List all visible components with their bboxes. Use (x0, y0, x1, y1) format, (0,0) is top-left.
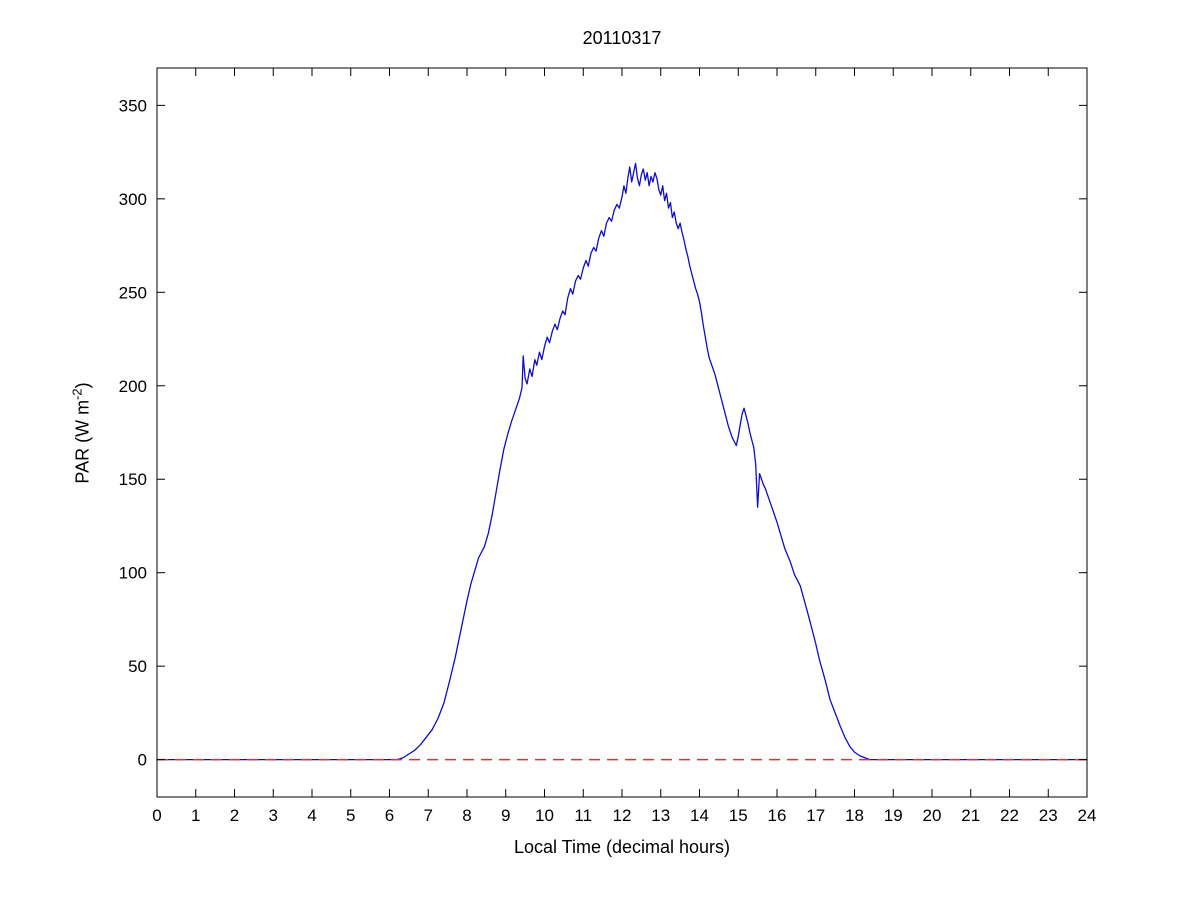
x-tick-label: 24 (1078, 806, 1097, 825)
x-tick-label: 11 (574, 806, 592, 825)
y-tick-label: 250 (119, 283, 147, 302)
x-tick-label: 2 (230, 806, 239, 825)
x-tick-label: 14 (690, 806, 709, 825)
x-tick-label: 21 (961, 806, 980, 825)
y-axis-label-text: PAR (W m-2) (70, 381, 93, 484)
x-tick-label: 16 (768, 806, 787, 825)
x-tick-label: 1 (191, 806, 200, 825)
chart-title: 20110317 (582, 28, 662, 48)
y-tick-label: 100 (119, 564, 147, 583)
x-tick-label: 12 (613, 806, 632, 825)
x-tick-label: 23 (1039, 806, 1058, 825)
y-tick-label: 200 (119, 377, 147, 396)
x-tick-label: 19 (884, 806, 903, 825)
x-tick-label: 0 (152, 806, 161, 825)
x-tick-label: 10 (535, 806, 554, 825)
y-tick-label: 350 (119, 96, 147, 115)
x-tick-label: 20 (923, 806, 942, 825)
x-axis-label: Local Time (decimal hours) (513, 837, 731, 857)
x-tick-label: 15 (729, 806, 748, 825)
x-tick-label: 7 (424, 806, 433, 825)
x-tick-label: 3 (269, 806, 278, 825)
x-tick-label: 22 (1000, 806, 1019, 825)
axes-box (156, 67, 1088, 798)
x-tick-label: 13 (651, 806, 670, 825)
series-par-line (157, 162, 1087, 761)
x-tick-label: 5 (346, 806, 355, 825)
y-axis-label: PAR (W m-2) (58, 68, 106, 797)
x-tick-label: 6 (385, 806, 394, 825)
x-tick-label: 4 (307, 806, 316, 825)
y-tick-label: 150 (119, 470, 147, 489)
y-tick-label: 0 (138, 751, 147, 770)
x-tick-label: 8 (462, 806, 471, 825)
x-tick-label: 17 (806, 806, 825, 825)
x-tick-label: 18 (845, 806, 864, 825)
y-tick-label: 300 (119, 190, 147, 209)
x-tick-label: 9 (501, 806, 510, 825)
y-tick-label: 50 (128, 657, 147, 676)
